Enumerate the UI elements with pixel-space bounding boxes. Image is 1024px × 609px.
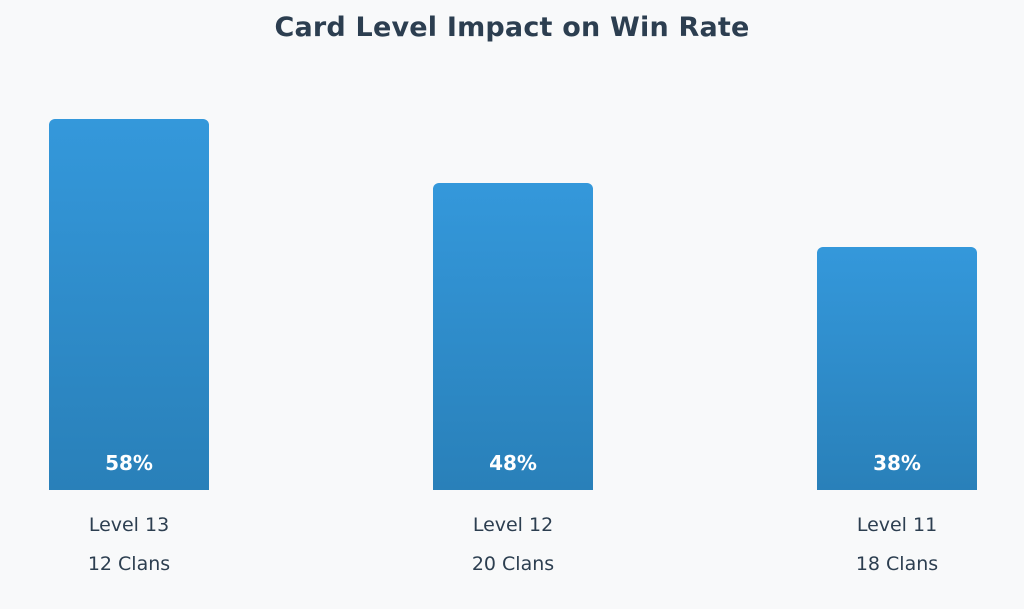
bar: 58% — [49, 118, 209, 490]
bar-group-level-13: 58% Level 13 12 Clans — [49, 0, 209, 609]
bar-group-level-11: 38% Level 11 18 Clans — [817, 0, 977, 609]
category-label: Level 12 — [472, 514, 554, 536]
chart-title: Card Level Impact on Win Rate — [274, 12, 750, 43]
bar-group-level-12: 48% Level 12 20 Clans — [433, 0, 593, 609]
clan-count-label: 18 Clans — [855, 553, 939, 575]
bar-value-label: 48% — [489, 450, 537, 475]
bar: 38% — [817, 246, 977, 490]
category-label: Level 13 — [88, 514, 170, 536]
bar: 48% — [433, 182, 593, 490]
category-label: Level 11 — [856, 514, 938, 536]
bar-value-label: 38% — [873, 450, 921, 475]
bar-value-label: 58% — [105, 450, 153, 475]
clan-count-label: 12 Clans — [87, 553, 171, 575]
clan-count-label: 20 Clans — [471, 553, 555, 575]
